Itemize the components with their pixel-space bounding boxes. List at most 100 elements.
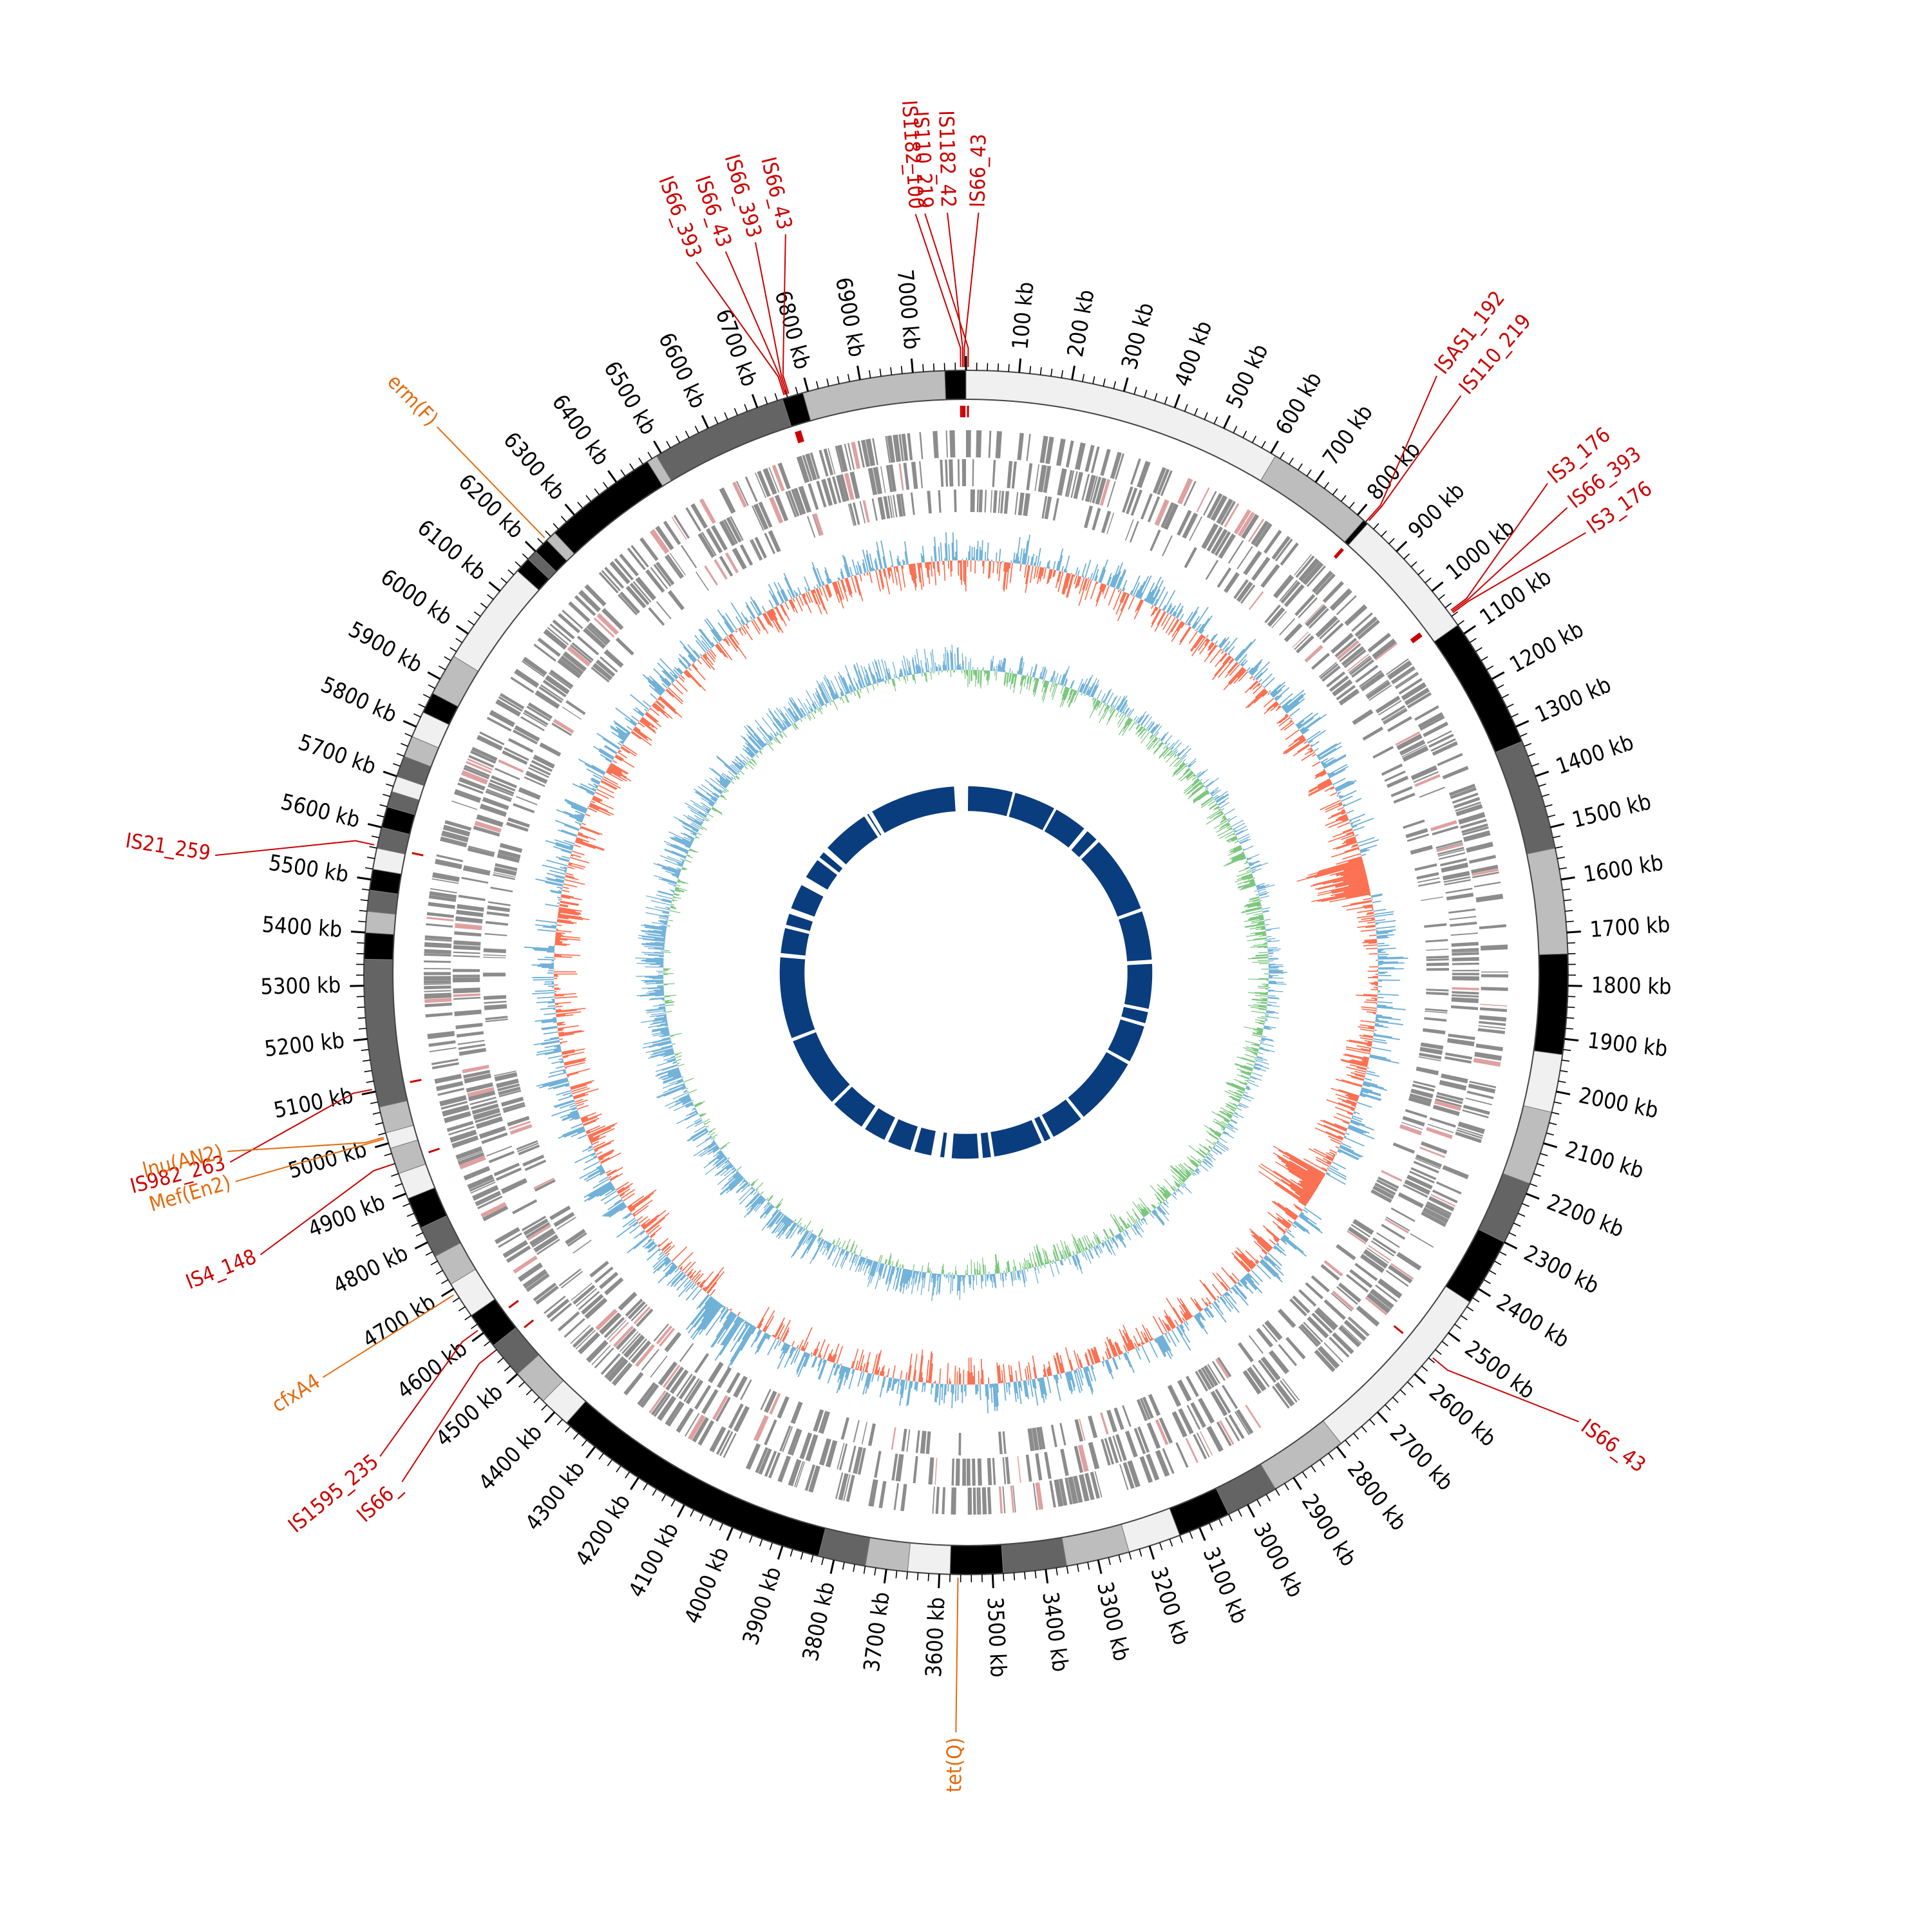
histogram-bar xyxy=(592,783,599,787)
gene-feature xyxy=(768,530,781,553)
histogram-bar xyxy=(725,1314,737,1330)
histogram-bar xyxy=(855,1360,859,1370)
histogram-bar xyxy=(1193,1298,1203,1311)
histogram-bar xyxy=(899,561,902,566)
histogram-bar xyxy=(974,670,976,676)
histogram-bar xyxy=(642,1239,653,1248)
gene-feature xyxy=(1092,507,1101,531)
histogram-bar xyxy=(1135,1327,1144,1345)
histogram-bar xyxy=(1188,611,1198,626)
histogram-bar xyxy=(699,1271,714,1288)
histogram-bar xyxy=(925,1359,929,1383)
histogram-bar xyxy=(1332,874,1367,884)
histogram-bar xyxy=(1151,608,1160,625)
gene-feature xyxy=(886,465,893,493)
histogram-bar xyxy=(1175,1190,1178,1193)
tick-label: 5800 kb xyxy=(317,672,401,728)
histogram-bar xyxy=(992,670,994,672)
histogram-bar xyxy=(542,967,554,969)
histogram-bar xyxy=(1343,1136,1365,1147)
histogram-bar xyxy=(857,561,862,574)
mobile-element-mark xyxy=(508,1300,519,1309)
histogram-bar xyxy=(1114,1342,1121,1356)
histogram-bar xyxy=(585,1170,605,1182)
gene-feature xyxy=(1410,1233,1434,1248)
histogram-bar xyxy=(986,670,988,681)
histogram-bar xyxy=(1347,1074,1365,1080)
histogram-bar xyxy=(1365,925,1376,929)
gene-feature xyxy=(639,1384,659,1408)
histogram-bar xyxy=(1122,1329,1133,1350)
gene-feature xyxy=(1074,1419,1084,1442)
histogram-bar xyxy=(1378,957,1408,960)
histogram-bar xyxy=(998,660,1000,672)
gene-feature xyxy=(485,1016,508,1021)
histogram-bar xyxy=(804,587,808,592)
histogram-bar xyxy=(966,558,967,561)
gene-feature xyxy=(548,672,572,690)
histogram-bar xyxy=(1277,705,1281,708)
histogram-bar xyxy=(1186,606,1200,625)
minor-tick xyxy=(1050,368,1053,377)
gene-feature xyxy=(708,1361,724,1383)
histogram-bar xyxy=(558,911,580,916)
gene-feature xyxy=(499,842,523,853)
histogram-bar xyxy=(574,813,584,819)
histogram-bar xyxy=(1358,849,1360,851)
histogram-bar xyxy=(1362,941,1378,943)
histogram-bar xyxy=(569,855,571,857)
histogram-bar xyxy=(639,1230,646,1236)
histogram-bar xyxy=(1251,1234,1270,1252)
minor-tick xyxy=(1565,1027,1573,1030)
histogram-bar xyxy=(1265,923,1269,926)
histogram-bar xyxy=(1233,822,1245,830)
gene-feature xyxy=(467,1086,495,1097)
histogram-bar xyxy=(817,1358,823,1372)
histogram-bar xyxy=(1359,844,1378,851)
gene-feature xyxy=(1090,1472,1101,1499)
histogram-bar xyxy=(1083,575,1084,578)
histogram-bar xyxy=(1090,581,1097,600)
histogram-bar xyxy=(968,551,970,561)
histogram-bar xyxy=(744,1320,746,1321)
gene-feature xyxy=(802,455,813,482)
histogram-bar xyxy=(649,675,666,692)
gene-feature xyxy=(1366,1247,1390,1264)
gene-feature xyxy=(1264,1320,1283,1341)
histogram-bar xyxy=(558,1028,564,1030)
gene-feature xyxy=(522,656,547,676)
histogram-bar xyxy=(964,1384,965,1392)
histogram-bar xyxy=(701,1303,721,1330)
histogram-bar xyxy=(554,943,567,946)
histogram-bar xyxy=(1247,1273,1260,1285)
minor-tick xyxy=(1555,846,1563,849)
histogram-bar xyxy=(547,1072,567,1078)
mobile-element-mark xyxy=(1393,1325,1404,1334)
gene-feature xyxy=(575,1288,598,1307)
gene-feature xyxy=(1177,478,1193,505)
gene-feature xyxy=(1414,863,1437,871)
minor-tick xyxy=(1417,569,1425,576)
minor-tick xyxy=(1284,1482,1289,1491)
histogram-bar xyxy=(923,1382,926,1392)
gene-feature xyxy=(1146,1454,1160,1481)
histogram-bar xyxy=(1348,857,1362,862)
gene-feature xyxy=(744,476,758,502)
gene-feature xyxy=(1202,491,1217,516)
gene-feature xyxy=(1442,766,1469,780)
gene-feature xyxy=(468,1090,496,1102)
histogram-bar xyxy=(670,1272,685,1287)
histogram-bar xyxy=(1267,947,1278,949)
histogram-bar xyxy=(938,1383,942,1406)
histogram-bar xyxy=(600,781,617,790)
histogram-bar xyxy=(615,755,635,768)
histogram-bar xyxy=(702,1287,705,1290)
histogram-bar xyxy=(1267,938,1276,940)
gene-feature xyxy=(1130,489,1142,516)
histogram-bar xyxy=(582,1113,602,1122)
gene-feature xyxy=(603,1317,625,1338)
histogram-bar xyxy=(1014,674,1016,677)
histogram-bar xyxy=(1245,1250,1259,1264)
histogram-bar xyxy=(1046,1376,1052,1394)
minor-tick xyxy=(507,569,515,576)
